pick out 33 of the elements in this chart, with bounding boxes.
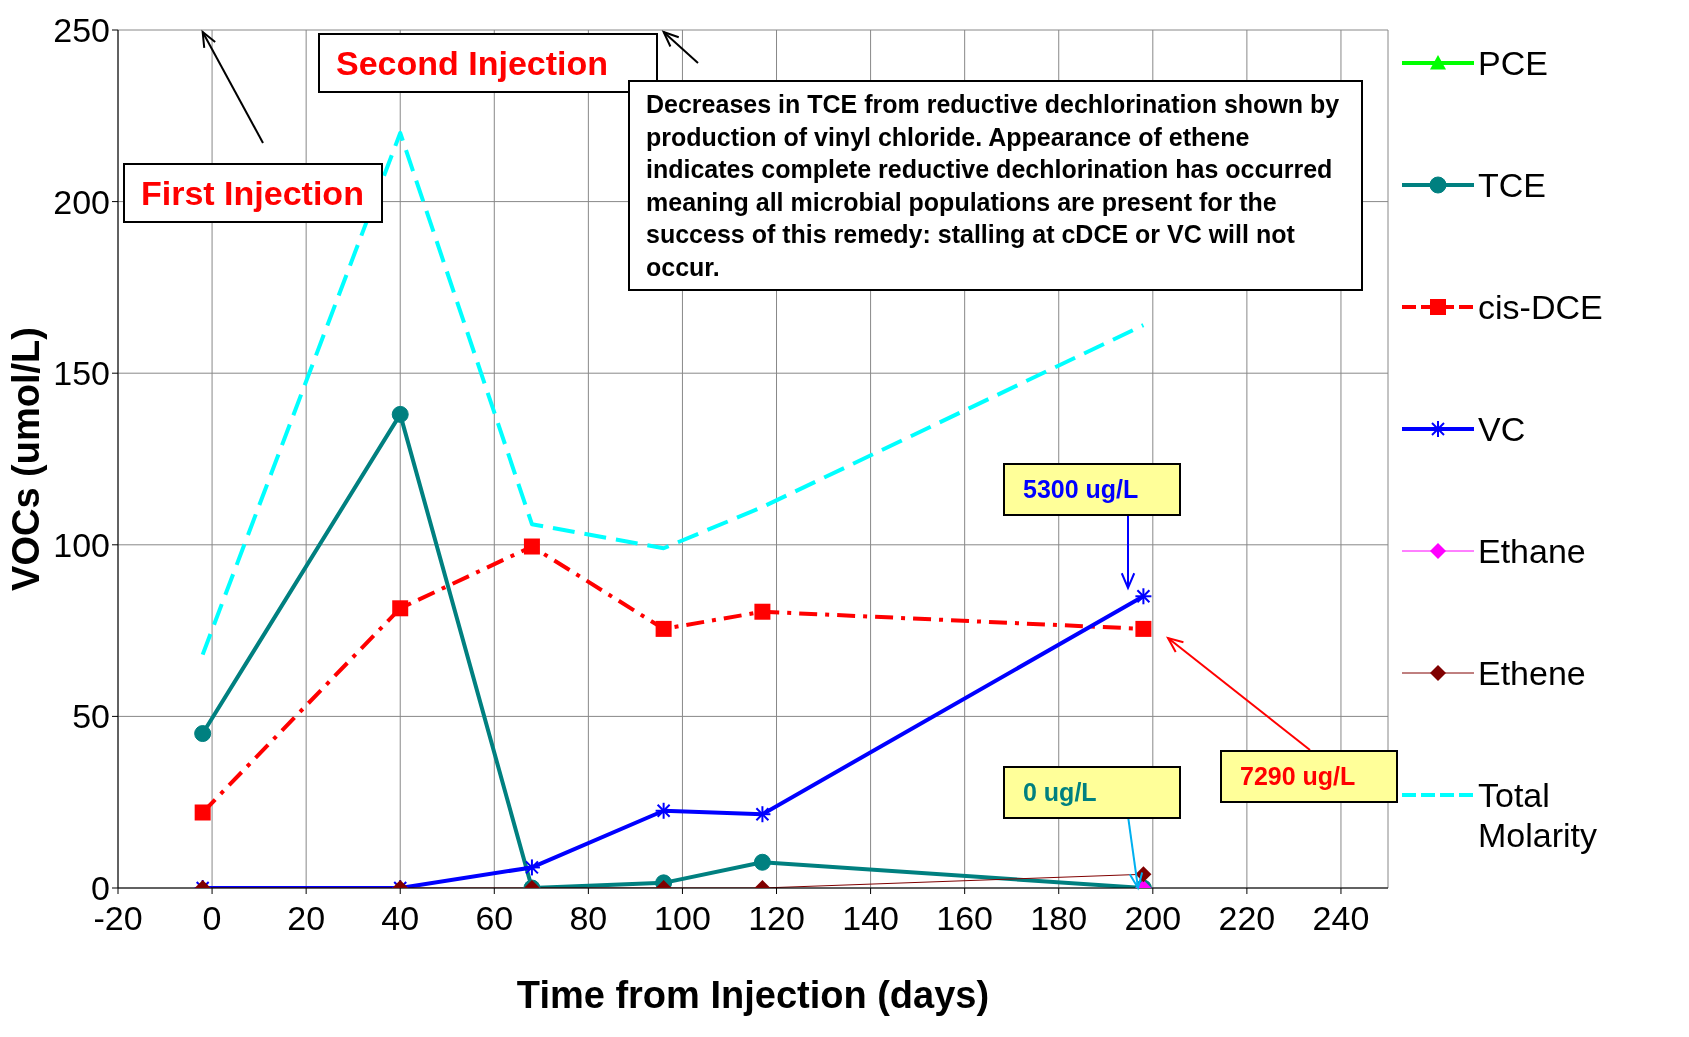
note-box: 7290 ug/L bbox=[1220, 750, 1398, 803]
x-tick-label: 0 bbox=[202, 899, 222, 938]
x-tick-label: 40 bbox=[381, 899, 420, 938]
legend-label: VC bbox=[1478, 409, 1526, 449]
y-tick-label: 100 bbox=[53, 525, 110, 564]
legend-label: Ethane bbox=[1478, 531, 1586, 571]
note-box: 0 ug/L bbox=[1003, 766, 1181, 819]
legend-label: PCE bbox=[1478, 43, 1548, 83]
annotation: Second Injection bbox=[336, 44, 609, 82]
x-tick-label: 220 bbox=[1218, 899, 1276, 938]
x-tick-label: 100 bbox=[654, 899, 711, 938]
note-box: 5300 ug/L bbox=[1003, 463, 1181, 516]
y-tick-label: 50 bbox=[72, 697, 110, 736]
x-tick-label: 240 bbox=[1312, 899, 1370, 938]
x-tick-label: 180 bbox=[1030, 899, 1088, 938]
x-tick-label: 120 bbox=[748, 899, 805, 938]
y-tick-label: 250 bbox=[53, 11, 110, 50]
x-tick-label: 200 bbox=[1124, 899, 1182, 938]
legend-label: Ethene bbox=[1478, 653, 1586, 693]
x-tick-label: 60 bbox=[475, 899, 514, 938]
annotation: Decreases in TCE from reductive dechlorination shown by production of vinyl chloride. Appearance of ethene indicates complete reductive dechlorination has occurred meaning all microbial populations are present for the success of this remedy: stalling at cDCE or VC will not occur. bbox=[628, 80, 1363, 291]
x-tick-label: 80 bbox=[569, 899, 608, 938]
x-tick-label: 140 bbox=[842, 899, 899, 938]
annotation: First Injection bbox=[123, 163, 383, 224]
legend-label: cis-DCE bbox=[1478, 287, 1603, 327]
y-tick-label: 150 bbox=[53, 354, 110, 393]
legend-label: Total Molarity bbox=[1478, 775, 1599, 855]
y-tick-label: 200 bbox=[53, 182, 110, 221]
legend-label: TCE bbox=[1478, 165, 1546, 205]
x-axis-title: Time from Injection (days) bbox=[516, 974, 990, 1016]
x-tick-label: 160 bbox=[936, 899, 994, 938]
x-tick-label: 20 bbox=[287, 899, 326, 938]
y-axis-title: VOCs (umol/L) bbox=[5, 327, 48, 591]
